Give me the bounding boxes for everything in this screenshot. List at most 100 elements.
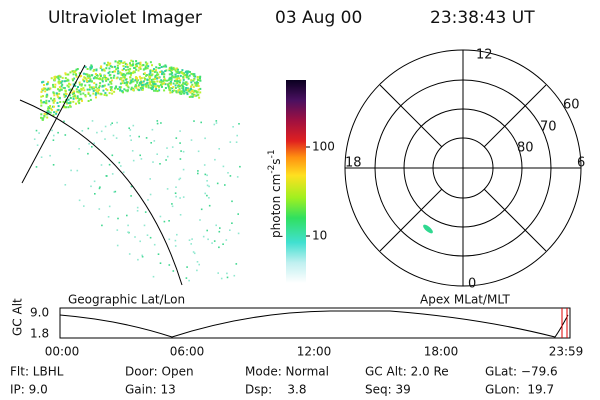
speckle: [116, 229, 119, 231]
speckle: [55, 110, 58, 113]
speckle: [136, 65, 138, 68]
speckle: [183, 90, 186, 93]
speckle: [185, 74, 188, 77]
speckle: [132, 124, 135, 127]
info-field: Flt: LBHL: [10, 365, 64, 379]
speckle: [40, 99, 42, 102]
speckle: [172, 270, 175, 272]
speckle: [75, 102, 77, 105]
speckle: [103, 84, 106, 87]
speckle: [108, 70, 111, 73]
speckle: [52, 164, 55, 166]
speckle: [184, 83, 187, 85]
speckle: [122, 79, 125, 82]
speckle: [174, 69, 177, 72]
speckle: [119, 77, 122, 80]
speckle: [84, 73, 87, 76]
title: Ultraviolet Imager: [48, 8, 202, 28]
speckle: [182, 88, 185, 91]
speckle: [196, 76, 199, 78]
speckle: [75, 68, 78, 71]
speckle: [159, 163, 161, 165]
speckle: [92, 77, 95, 80]
speckle: [168, 238, 171, 241]
speckle: [171, 75, 174, 78]
speckle: [55, 92, 58, 95]
speckle: [196, 82, 199, 85]
alt-axis-label: GC Alt: [11, 298, 25, 336]
speckle: [176, 81, 179, 83]
speckle: [79, 75, 82, 78]
speckle: [66, 102, 69, 105]
speckle: [159, 215, 162, 218]
speckle: [98, 187, 101, 190]
speckle: [124, 65, 127, 68]
speckle: [160, 79, 163, 82]
speckle: [49, 107, 52, 110]
speckle: [146, 78, 149, 81]
speckle: [167, 79, 170, 82]
speckle: [168, 264, 171, 266]
speckle: [132, 159, 135, 162]
speckle: [53, 99, 56, 102]
speckle: [42, 95, 44, 98]
speckle: [101, 79, 104, 81]
speckle: [121, 90, 124, 93]
speckle: [47, 87, 50, 90]
speckle: [218, 246, 220, 249]
speckle: [99, 82, 102, 85]
speckle: [179, 74, 182, 77]
speckle: [182, 72, 185, 75]
speckle: [60, 85, 63, 88]
speckle: [99, 75, 102, 77]
speckle: [137, 62, 140, 65]
speckle: [87, 127, 90, 130]
speckle: [62, 86, 65, 89]
speckle: [181, 69, 184, 72]
speckle: [78, 148, 80, 150]
speckle: [124, 89, 127, 92]
speckle: [129, 64, 132, 67]
info-field: GLon: 19.7: [485, 383, 554, 397]
speckle: [176, 233, 178, 236]
speckle: [139, 67, 142, 70]
speckle: [144, 61, 147, 64]
speckle: [170, 66, 173, 69]
speckle: [180, 150, 182, 152]
speckle: [105, 94, 108, 97]
speckle: [134, 66, 137, 69]
speckle: [113, 191, 115, 193]
speckle: [132, 87, 135, 90]
speckle: [177, 80, 180, 83]
speckle: [63, 106, 66, 109]
speckle: [81, 99, 83, 102]
speckle: [54, 83, 57, 86]
speckle: [235, 141, 238, 143]
speckle: [132, 80, 135, 83]
speckle: [111, 122, 113, 124]
speckle: [101, 77, 104, 80]
speckle: [168, 77, 171, 80]
speckle: [175, 91, 178, 94]
speckle: [179, 79, 182, 82]
speckle: [131, 150, 134, 152]
speckle: [134, 85, 137, 87]
speckle: [69, 83, 72, 86]
speckle: [143, 76, 146, 79]
speckle: [161, 72, 164, 75]
speckle: [52, 139, 55, 141]
speckle: [149, 75, 152, 78]
speckle: [66, 78, 69, 81]
speckle: [206, 229, 208, 232]
speckle: [80, 84, 83, 87]
speckle: [110, 86, 113, 89]
speckle: [160, 81, 163, 84]
speckle: [121, 74, 124, 77]
speckle: [169, 82, 172, 84]
unit: s: [269, 158, 283, 164]
speckle: [186, 76, 188, 79]
speckle: [167, 85, 170, 88]
speckle: [168, 73, 171, 76]
speckle: [129, 62, 131, 65]
speckle: [115, 85, 118, 88]
